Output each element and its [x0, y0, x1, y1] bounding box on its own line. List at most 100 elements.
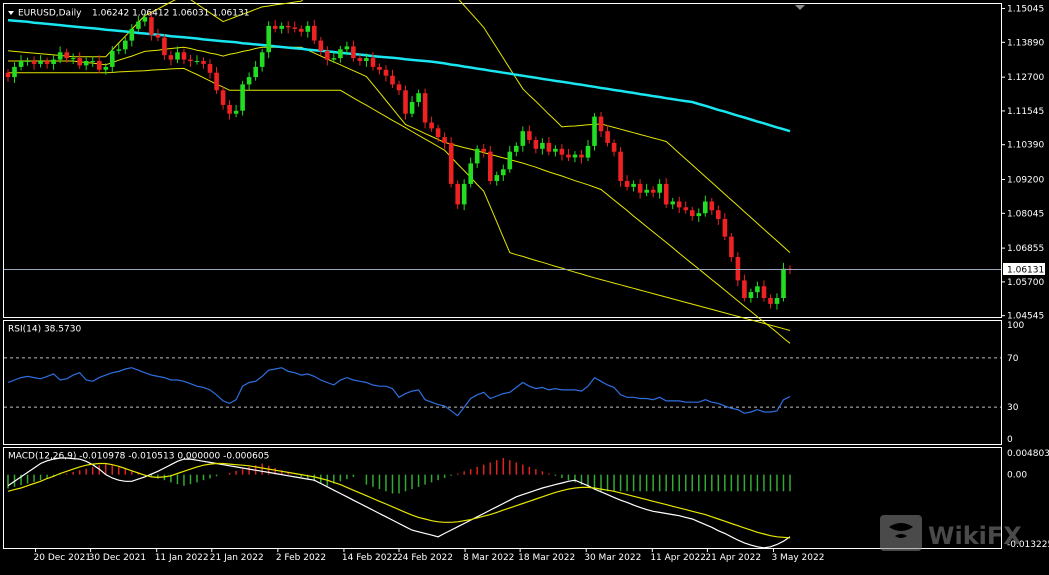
candle-body [168, 55, 174, 60]
candle-body [233, 110, 239, 114]
candle-body [116, 49, 122, 51]
candle-body [644, 189, 649, 193]
time-tick-label: 30 Dec 2021 [89, 553, 147, 563]
time-tick-label: 14 Feb 2022 [342, 553, 398, 563]
candle-body [742, 280, 747, 298]
candle-body [435, 128, 441, 138]
candle-body [38, 61, 43, 64]
candle-body [422, 93, 428, 123]
candle-body [527, 131, 532, 140]
candle-body [409, 102, 415, 114]
candle-body [663, 183, 669, 205]
price-tick-label: 1.09200 [1007, 176, 1044, 186]
candle-body [246, 77, 252, 85]
candle-body [299, 28, 304, 32]
candle-body [155, 34, 161, 38]
time-tick-label: 30 Mar 2022 [584, 553, 641, 563]
rsi-tick-label: 100 [1007, 321, 1024, 331]
price-tick-label: 1.06855 [1007, 244, 1044, 254]
candle-body [494, 175, 500, 181]
candle-body [559, 148, 565, 155]
candle-body [272, 25, 278, 29]
current-price-label: 1.06131 [1007, 266, 1044, 276]
candle-body [266, 25, 271, 53]
candle-body [416, 93, 421, 102]
candle-body [325, 50, 330, 60]
candle-body [259, 52, 265, 67]
candle-body [312, 25, 317, 41]
candle-body [650, 189, 656, 193]
rsi-series [4, 357, 1001, 417]
symbol-dropdown-icon[interactable] [8, 11, 14, 15]
candle-body [690, 210, 695, 217]
candle-body [344, 46, 350, 50]
candle-body [44, 61, 50, 64]
candle-body [305, 25, 311, 32]
candle-body [605, 131, 610, 143]
price-tick-label: 1.13890 [1007, 38, 1044, 48]
candle-body [396, 84, 402, 91]
candle-body [579, 154, 584, 158]
candle-body [637, 183, 643, 193]
candle-body [624, 181, 630, 187]
candle-body [546, 142, 552, 152]
candle-body [331, 58, 337, 60]
candle-body [253, 66, 258, 78]
macd-tick-label: 0.00 [1007, 471, 1027, 481]
candle-body [514, 145, 519, 152]
candle-body [214, 72, 219, 91]
moving-average-line [7, 18, 791, 133]
candle-body [598, 116, 604, 132]
price-tick-label: 1.11545 [1007, 107, 1044, 117]
time-tick-label: 20 Dec 2021 [34, 553, 92, 563]
candle-body [390, 75, 395, 85]
candle-body [572, 154, 578, 158]
candle-body [468, 163, 473, 184]
candle-body [57, 52, 63, 60]
candle-body [774, 298, 780, 304]
candle-body [149, 17, 154, 35]
candle-body [448, 142, 454, 184]
candle-body [129, 28, 135, 41]
macd-signal-line [7, 462, 791, 539]
price-tick-label: 1.15045 [1007, 5, 1044, 15]
price-tick-label: 1.08045 [1007, 209, 1044, 219]
candle-body [383, 69, 389, 76]
candle-body [181, 52, 187, 60]
candle-body [194, 61, 200, 62]
wikifx-logo-icon [880, 515, 922, 551]
candle-body [676, 201, 682, 208]
moving-average [7, 18, 791, 133]
lower-band-line [8, 67, 791, 331]
candle-body [722, 219, 728, 237]
candle-body [83, 61, 89, 66]
candle-body [97, 61, 102, 70]
price-tick-label: 1.12700 [1007, 73, 1044, 83]
candle-body [520, 131, 526, 146]
candle-body [18, 61, 24, 67]
candle-body [279, 25, 284, 29]
candle-body [123, 40, 128, 50]
candle-body [103, 66, 109, 70]
candle-body [618, 151, 623, 181]
candle-body [70, 58, 76, 60]
current-price-tag [1003, 263, 1045, 275]
candle-body [540, 142, 545, 149]
candle-body [31, 61, 37, 64]
candle-body [703, 201, 708, 214]
candle-body [533, 140, 539, 149]
candle-body [455, 183, 460, 205]
candle-body [370, 58, 376, 67]
watermark-text: WikiFX [928, 522, 1022, 550]
price-tick-label: 1.04545 [1007, 312, 1044, 322]
macd-series [7, 457, 791, 549]
candle-body [611, 142, 617, 152]
chart-shift-marker-icon[interactable] [795, 5, 805, 10]
rsi-label: RSI(14) 38.5730 [8, 325, 81, 335]
price-tick-label: 1.05700 [1007, 278, 1044, 288]
candle-body [162, 37, 167, 56]
price-tick-label: 1.10390 [1007, 141, 1044, 151]
wikifx-watermark: WikiFX [880, 515, 1022, 551]
candle-body [188, 59, 193, 62]
